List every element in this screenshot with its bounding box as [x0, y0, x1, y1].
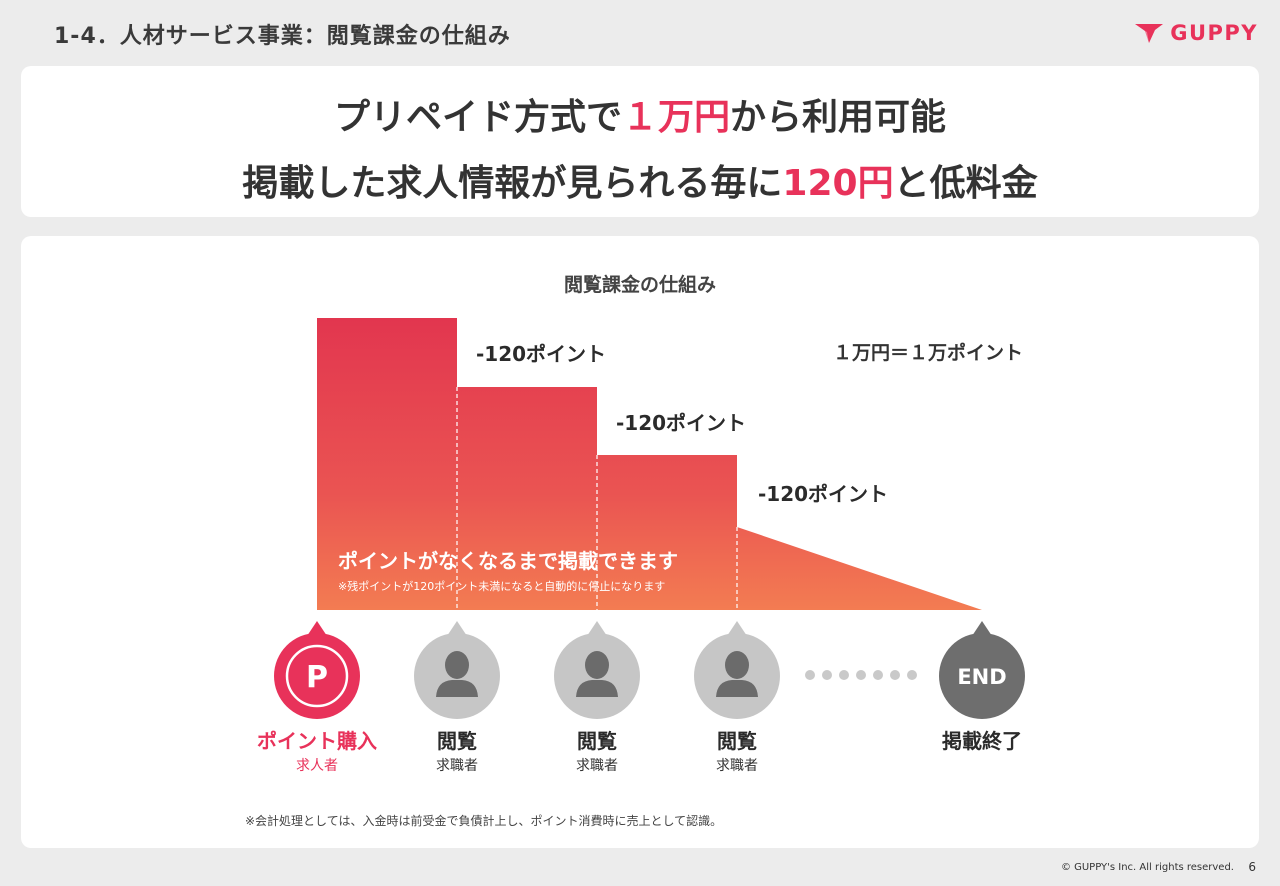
node-label-end: 掲載終了 — [942, 729, 1022, 753]
ellipsis-dots — [805, 670, 917, 680]
overlay-main-text: ポイントがなくなるまで掲載できます — [338, 549, 678, 573]
node-end — [939, 621, 1025, 719]
step-label-3: -120ポイント — [758, 482, 889, 506]
person-icon — [576, 651, 618, 697]
node-sub-view-2: 求職者 — [576, 758, 618, 774]
node-viewer-3 — [694, 621, 780, 719]
accounting-footnote: ※会計処理としては、入金時は前受金で負債計上し、ポイント消費時に売上として認識。 — [245, 814, 723, 828]
end-badge-text: END — [957, 665, 1006, 689]
points-staircase — [317, 318, 982, 610]
headline-card: プリペイド方式で１万円から利用可能 掲載した求人情報が見られる毎に120円と低料… — [21, 66, 1259, 217]
step-label-2: -120ポイント — [616, 411, 747, 435]
guppy-logo: GUPPY — [1134, 18, 1258, 48]
headline-2-after: と低料金 — [893, 163, 1038, 204]
purchase-badge-letter: P — [306, 660, 328, 695]
node-viewer-2 — [554, 621, 640, 719]
node-sub-view-3: 求職者 — [716, 758, 758, 774]
rate-note: １万円＝１万ポイント — [833, 342, 1024, 364]
diagram-title: 閲覧課金の仕組み — [563, 274, 716, 296]
headline-1-after: から利用可能 — [730, 97, 947, 138]
node-sub-view-1: 求職者 — [436, 758, 478, 774]
headline-2-accent: 120円 — [782, 163, 894, 204]
guppy-logo-icon — [1135, 24, 1164, 43]
copyright: © GUPPY's Inc. All rights reserved. — [1060, 862, 1234, 873]
node-label-view-3: 閲覧 — [717, 729, 757, 753]
overlay-sub-text: ※残ポイントが120ポイント未満になると自動的に停止になります — [338, 580, 666, 593]
step-label-1: -120ポイント — [476, 342, 607, 366]
node-label-view-1: 閲覧 — [437, 729, 477, 753]
headline-2-before: 掲載した求人情報が見られる毎に — [242, 163, 783, 204]
page-number: 6 — [1248, 860, 1256, 874]
slide-title: 1-4．人材サービス事業：閲覧課金の仕組み — [54, 24, 511, 49]
person-icon — [436, 651, 478, 697]
person-icon — [716, 651, 758, 697]
headline-line-1: プリペイド方式で１万円から利用可能 — [21, 88, 1259, 140]
node-point-purchase — [274, 621, 360, 719]
headline-1-accent: １万円 — [621, 97, 730, 138]
node-label-purchase: ポイント購入 — [257, 729, 377, 753]
logo-text: GUPPY — [1170, 21, 1258, 45]
node-sub-purchase: 求人者 — [296, 758, 338, 774]
node-label-view-2: 閲覧 — [577, 729, 617, 753]
headline-1-before: プリペイド方式で — [333, 97, 622, 138]
headline-line-2: 掲載した求人情報が見られる毎に120円と低料金 — [21, 154, 1259, 206]
node-viewer-1 — [414, 621, 500, 719]
